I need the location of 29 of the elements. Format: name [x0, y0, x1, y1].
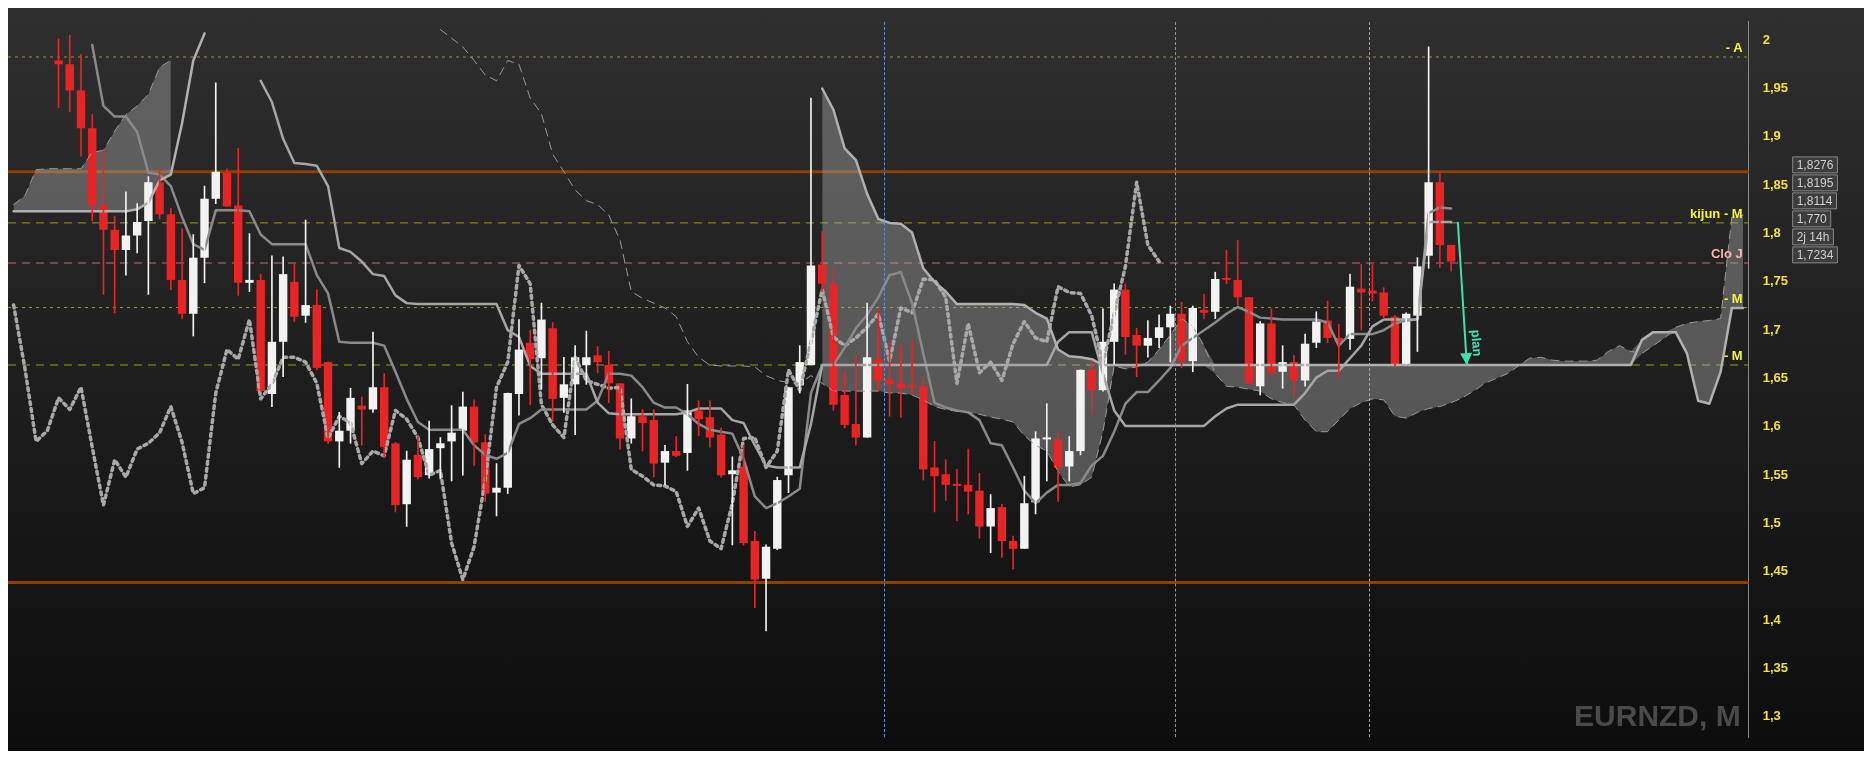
text: EURNZD, M	[1574, 699, 1741, 733]
candlestick	[1244, 297, 1254, 384]
text: 1,770	[1796, 211, 1828, 226]
y-tick-label: 1,85	[1762, 176, 1789, 192]
ref-line-label: - M	[1723, 348, 1743, 364]
y-tick-label: 1,9	[1762, 128, 1781, 144]
text: 1,8114	[1796, 193, 1833, 208]
ref-line-label: Clo J	[1710, 246, 1743, 262]
y-tick-label: 1,65	[1762, 370, 1789, 386]
y-tick-label: 1,5	[1762, 515, 1781, 531]
y-tick-label: 1,45	[1762, 563, 1789, 579]
annotation: plan	[1468, 329, 1486, 357]
y-tick-label: 1,8	[1762, 225, 1781, 241]
y-tick-label: 1,6	[1762, 418, 1781, 434]
y-tick-label: 2	[1762, 31, 1770, 47]
y-tick-label: 1,55	[1762, 466, 1789, 482]
ref-line-label: kijun - M	[1689, 205, 1743, 221]
y-tick-label: 1,75	[1762, 273, 1789, 289]
text: 2j 14h	[1796, 229, 1830, 244]
y-tick-label: 1,35	[1762, 660, 1789, 676]
ref-line-label: - M	[1723, 290, 1743, 306]
y-tick-label: 1,7	[1762, 321, 1781, 337]
text: 1,7234	[1796, 247, 1834, 262]
y-tick-label: 1,3	[1762, 708, 1781, 724]
text: 1,8276	[1796, 157, 1834, 172]
y-tick-label: 1,4	[1762, 611, 1782, 627]
y-tick-label: 1,95	[1762, 80, 1789, 96]
text: 1,8195	[1796, 175, 1834, 190]
ref-line-label: - A	[1725, 40, 1744, 56]
